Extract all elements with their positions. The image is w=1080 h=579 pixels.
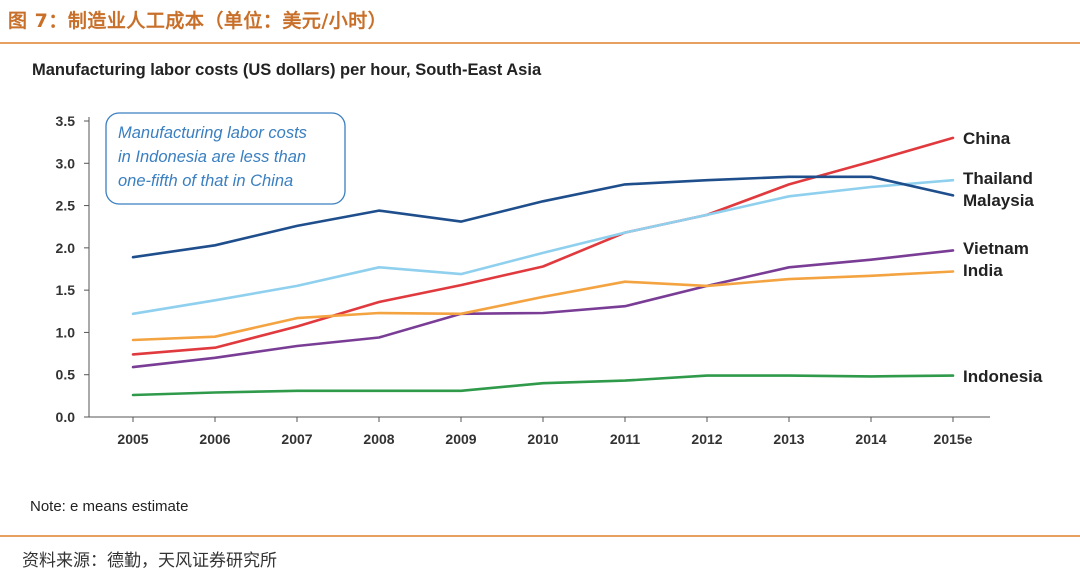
series-label-india: India: [963, 261, 1003, 280]
x-tick-label: 2010: [527, 431, 558, 447]
series-line-malaysia: [131, 175, 955, 259]
callout-border: [105, 112, 346, 205]
x-tick-label: 2014: [855, 431, 886, 447]
chart-title: Manufacturing labor costs (US dollars) p…: [32, 61, 542, 79]
y-tick-label: 1.5: [56, 282, 76, 298]
callout-line: in Indonesia are less than: [118, 148, 306, 166]
y-tick-label: 0.0: [56, 409, 76, 425]
figure-header: 图 7：制造业人工成本（单位：美元/小时）: [0, 0, 1080, 44]
series-label-china: China: [963, 129, 1011, 148]
series-line-india: [131, 270, 955, 342]
header-divider: [0, 42, 1080, 44]
series-line-vietnam: [131, 249, 955, 369]
x-tick-label: 2009: [445, 431, 476, 447]
series-label-vietnam: Vietnam: [963, 239, 1029, 258]
x-tick-label: 2011: [610, 431, 641, 447]
series-line-thailand: [131, 178, 955, 316]
y-tick-label: 3.0: [56, 155, 76, 171]
source-text: 资料来源：德勤，天风证券研究所: [22, 551, 277, 571]
figure-title: 图 7：制造业人工成本（单位：美元/小时）: [8, 10, 388, 32]
y-tick-label: 2.5: [56, 198, 76, 214]
x-tick-label: 2012: [691, 431, 722, 447]
y-tick-label: 2.0: [56, 240, 76, 256]
callout-line: Manufacturing labor costs: [118, 124, 307, 142]
x-tick-label: 2005: [117, 431, 148, 447]
x-tick-label: 2006: [199, 431, 230, 447]
x-tick-label: 2007: [281, 431, 312, 447]
callout-line: one-fifth of that in China: [118, 172, 293, 190]
series-label-malaysia: Malaysia: [963, 191, 1034, 210]
footer-divider: [0, 535, 1080, 537]
series-line-indonesia: [131, 374, 955, 397]
series-label-thailand: Thailand: [963, 169, 1033, 188]
series-label-indonesia: Indonesia: [963, 367, 1043, 386]
x-tick-label: 2013: [773, 431, 804, 447]
chart-note: Note: e means estimate: [30, 498, 189, 515]
y-tick-label: 0.5: [56, 367, 76, 383]
x-tick-label: 2008: [363, 431, 394, 447]
y-tick-label: 1.0: [56, 324, 76, 340]
y-tick-label: 3.5: [56, 113, 76, 129]
x-tick-label: 2015e: [934, 431, 973, 447]
callout-box: Manufacturing labor costs in Indonesia ar…: [105, 112, 346, 205]
